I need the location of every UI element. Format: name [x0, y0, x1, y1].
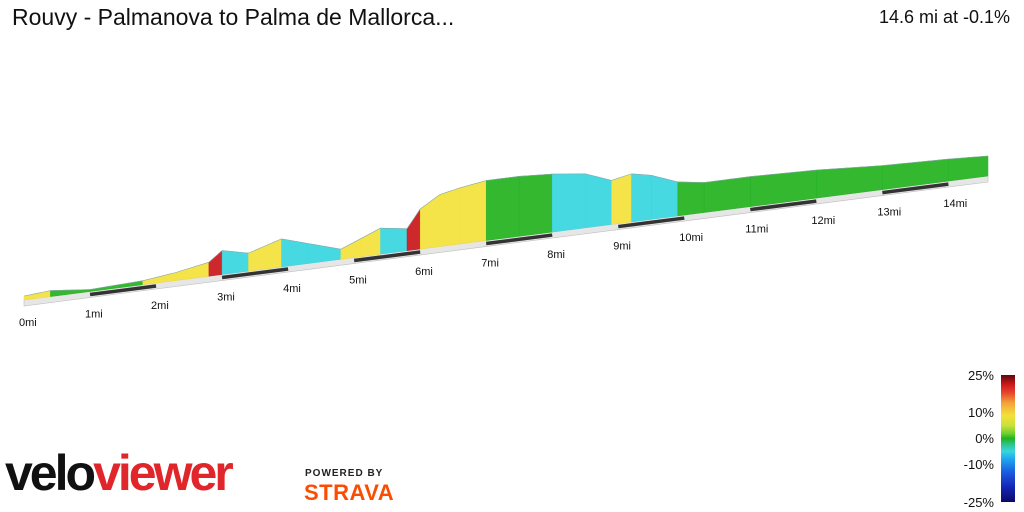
mile-marker-9 — [618, 216, 685, 229]
tick-label-5: 5mi — [349, 275, 367, 287]
tick-label-2: 2mi — [151, 300, 169, 312]
mile-marker-13 — [882, 182, 949, 195]
elevation-profile-chart: 0mi 1mi 2mi 3mi 4mi 5mi 6mi 7mi 8mi 9mi 10mi 11mi 12… — [19, 155, 989, 329]
logo-viewer-text: viewer — [93, 445, 234, 501]
profile-segment — [584, 173, 612, 229]
mile-marker-5 — [353, 250, 421, 263]
profile-segment — [281, 238, 309, 268]
profile-segment — [419, 194, 441, 250]
profile-segment — [406, 208, 421, 251]
tick-label-3: 3mi — [217, 292, 235, 304]
profile-segment — [360, 227, 381, 257]
tick-label-14: 14mi — [943, 198, 967, 210]
veloviewer-logo[interactable]: veloviewer — [5, 445, 234, 501]
profile-segment — [651, 174, 678, 220]
profile-segment — [611, 173, 632, 225]
tick-label-6: 6mi — [415, 266, 433, 278]
profile-segment — [551, 173, 586, 233]
profile-segment — [631, 173, 652, 223]
gradient-color-scale — [1001, 375, 1015, 502]
tick-label-0: 0mi — [19, 317, 37, 329]
legend-label-10: 10% — [967, 405, 994, 420]
profile-segment — [518, 173, 553, 237]
legend-label-25: 25% — [967, 368, 994, 383]
profile-segment — [677, 181, 705, 217]
logo-velo-text: velo — [5, 445, 96, 501]
tick-label-4: 4mi — [283, 283, 301, 295]
profile-segment — [340, 238, 361, 260]
tick-label-7: 7mi — [481, 258, 499, 270]
mile-marker-11 — [750, 199, 817, 212]
route-title: Rouvy - Palmanova to Palma de Mallorca..… — [12, 4, 455, 30]
strava-logo[interactable]: STRAVA — [304, 480, 395, 505]
profile-segment — [459, 180, 487, 245]
tick-label-10: 10mi — [679, 232, 703, 244]
route-summary: 14.6 mi at -0.1% — [878, 7, 1010, 27]
profile-segment — [439, 187, 461, 247]
profile-segment — [703, 176, 751, 213]
tick-label-12: 12mi — [811, 215, 835, 227]
profile-segment — [485, 176, 520, 241]
legend-label-minus-10: -10% — [963, 457, 994, 472]
mile-marker-3 — [221, 267, 289, 280]
tick-label-9: 9mi — [613, 241, 631, 253]
profile-segment — [380, 227, 408, 255]
profile-segment — [221, 250, 249, 275]
powered-by-label: POWERED BY — [305, 468, 384, 479]
profile-segment — [208, 249, 223, 277]
tick-label-1: 1mi — [85, 309, 103, 321]
profile-top-edge — [23, 155, 989, 297]
legend-label-0: 0% — [975, 431, 994, 446]
tick-label-11: 11mi — [745, 224, 768, 236]
tick-label-13: 13mi — [877, 207, 901, 219]
tick-label-8: 8mi — [547, 249, 565, 261]
legend-label-minus-25: -25% — [963, 495, 994, 510]
mile-marker-7 — [485, 233, 553, 246]
profile-segment — [248, 238, 282, 272]
mile-marker-1 — [89, 284, 157, 297]
